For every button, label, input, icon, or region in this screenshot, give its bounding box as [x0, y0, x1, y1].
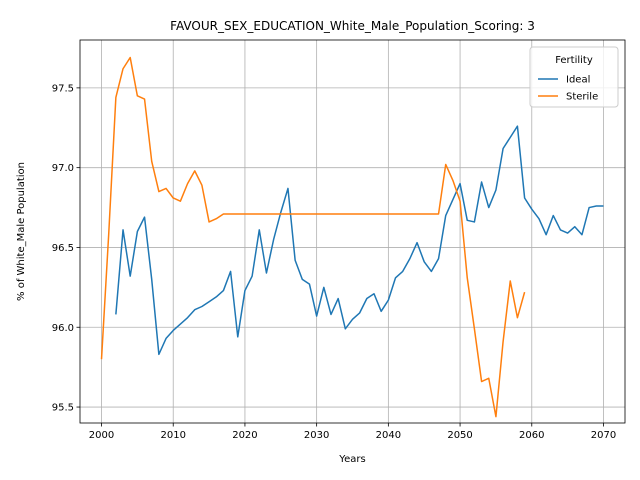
y-tick-label: 96.5 — [52, 243, 74, 254]
series-line-sterile — [100, 56, 526, 418]
x-tick-label: 2010 — [160, 430, 185, 441]
x-axis: 2000 2010 2020 2030 2040 2050 2060 2070 — [89, 423, 616, 441]
y-axis-label: % of White_Male Population — [16, 162, 27, 301]
y-axis: 95.5 96.0 96.5 97.0 97.5 — [52, 83, 80, 414]
chart-title: FAVOUR_SEX_EDUCATION_White_Male_Populati… — [170, 19, 535, 33]
x-tick-label: 2060 — [519, 430, 544, 441]
y-tick-label: 96.0 — [52, 323, 74, 334]
x-tick-label: 2070 — [591, 430, 616, 441]
y-tick-label: 97.5 — [52, 83, 74, 94]
series-line-ideal — [115, 125, 604, 356]
y-tick-label: 97.0 — [52, 163, 74, 174]
x-tick-label: 2050 — [447, 430, 472, 441]
x-tick-label: 2030 — [304, 430, 329, 441]
series-lines — [100, 56, 604, 418]
x-axis-label: Years — [338, 454, 365, 465]
plot-frame — [79, 39, 626, 424]
y-tick-label: 95.5 — [52, 403, 74, 414]
x-tick-label: 2020 — [232, 430, 257, 441]
x-tick-label: 2040 — [376, 430, 401, 441]
legend: Fertility Ideal Sterile — [529, 46, 619, 108]
legend-label-sterile: Sterile — [566, 92, 598, 103]
x-tick-label: 2000 — [89, 430, 114, 441]
legend-title: Fertility — [555, 55, 593, 66]
legend-label-ideal: Ideal — [566, 75, 590, 86]
legend-box — [529, 46, 619, 108]
